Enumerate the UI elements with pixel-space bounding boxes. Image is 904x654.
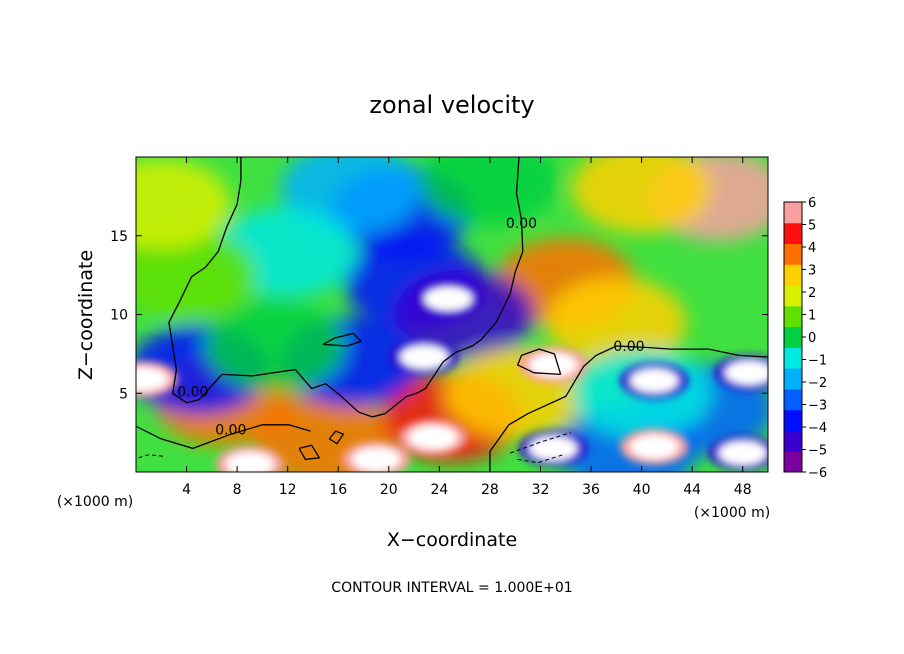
colorbar-label-9: −3 bbox=[808, 399, 827, 414]
saturated-region-2 bbox=[529, 352, 578, 377]
negative-contours bbox=[138, 432, 571, 464]
contour-label-3: 0.00 bbox=[613, 339, 644, 355]
saturated-regions bbox=[136, 280, 768, 472]
colorbar-swatch-10 bbox=[784, 243, 802, 265]
colorbar-swatch-3 bbox=[784, 388, 802, 411]
saturated-region-3 bbox=[630, 368, 679, 393]
colorbar-swatch-0 bbox=[784, 451, 802, 473]
colorbar-label-5: 1 bbox=[808, 309, 816, 324]
negative-contour-1 bbox=[517, 454, 564, 464]
saturated-region-4 bbox=[725, 360, 768, 385]
x-tick-label-10: 44 bbox=[683, 482, 701, 498]
colorbar-swatch-11 bbox=[784, 222, 802, 245]
x-tick-label-3: 16 bbox=[329, 482, 347, 498]
contour-labels: 0.00 0.00 0.00 0.00 bbox=[177, 216, 644, 438]
colorbar-label-1: 5 bbox=[808, 219, 816, 234]
zero-contours bbox=[136, 157, 768, 472]
saturated-region-1 bbox=[400, 345, 449, 370]
x-tick-label-5: 24 bbox=[430, 482, 448, 498]
y-tick-label-0: 5 bbox=[119, 386, 128, 402]
colorbar-swatch-2 bbox=[784, 409, 802, 431]
colorbar-label-12: −6 bbox=[808, 466, 827, 481]
x-axis-label: X−coordinate bbox=[387, 529, 517, 551]
x-unit-left: (×1000 m) bbox=[57, 494, 133, 510]
colorbar: 6 5 4 3 2 1 0 −1 −2 −3 −4 −5 −6 bbox=[783, 196, 827, 481]
zero-contour-1 bbox=[136, 424, 311, 450]
y-axis-ticks: 5 10 15 bbox=[110, 229, 768, 402]
saturated-region-6 bbox=[409, 425, 458, 450]
saturated-region-10 bbox=[718, 441, 767, 466]
x-unit-right: (×1000 m) bbox=[694, 505, 770, 521]
colorbar-swatch-1 bbox=[784, 430, 802, 452]
colorbar-swatch-8 bbox=[784, 285, 802, 307]
colorbar-label-0: 6 bbox=[808, 196, 816, 211]
x-tick-label-9: 40 bbox=[633, 482, 651, 498]
y-tick-label-2: 15 bbox=[110, 229, 128, 245]
chart-title: zonal velocity bbox=[369, 91, 534, 119]
colorbar-swatch-12 bbox=[784, 202, 802, 224]
x-tick-label-4: 20 bbox=[380, 482, 398, 498]
velocity-feature-2 bbox=[546, 277, 687, 368]
x-tick-label-8: 36 bbox=[582, 482, 600, 498]
colorbar-swatch-7 bbox=[784, 305, 802, 328]
colorbar-swatch-4 bbox=[784, 368, 802, 390]
zero-contour-2 bbox=[489, 345, 768, 472]
zero-contour-6 bbox=[322, 332, 363, 347]
saturated-region-7 bbox=[352, 447, 401, 472]
colorbar-swatch-9 bbox=[784, 264, 802, 286]
y-axis-label: Z−coordinate bbox=[75, 250, 97, 380]
contour-label-2: 0.00 bbox=[506, 216, 537, 232]
x-tick-label-2: 12 bbox=[279, 482, 297, 498]
saturated-region-11 bbox=[630, 434, 679, 459]
colorbar-label-7: −1 bbox=[808, 354, 827, 369]
plot-area: 0.000.000.000.00 4 8 12 16 20 24 28 32 36 40 44 48 … bbox=[110, 156, 769, 498]
colorbar-label-4: 2 bbox=[808, 286, 816, 301]
colorbar-label-6: 0 bbox=[808, 331, 816, 346]
velocity-feature-18 bbox=[419, 157, 560, 226]
x-tick-label-1: 8 bbox=[233, 482, 242, 498]
zero-contour-5 bbox=[328, 430, 345, 445]
zero-contour-4 bbox=[298, 444, 321, 461]
saturated-region-8 bbox=[225, 452, 274, 472]
x-tick-label-6: 28 bbox=[481, 482, 499, 498]
colorbar-label-2: 4 bbox=[808, 241, 816, 256]
colorbar-label-10: −4 bbox=[808, 421, 827, 436]
colorbar-swatch-6 bbox=[784, 326, 802, 348]
colorbar-label-11: −5 bbox=[808, 444, 827, 459]
x-tick-label-11: 48 bbox=[734, 482, 752, 498]
x-axis-ticks: 4 8 12 16 20 24 28 32 36 40 44 48 bbox=[182, 157, 752, 498]
y-tick-label-1: 10 bbox=[110, 308, 128, 324]
velocity-feature-17 bbox=[571, 157, 712, 234]
colorbar-swatch-5 bbox=[784, 347, 802, 369]
x-tick-label-7: 32 bbox=[532, 482, 550, 498]
saturated-region-0 bbox=[424, 286, 473, 311]
colorbar-label-3: 3 bbox=[808, 264, 816, 279]
colorbar-label-8: −2 bbox=[808, 376, 827, 391]
velocity-feature-16 bbox=[136, 159, 232, 250]
velocity-feature-19 bbox=[205, 301, 346, 391]
negative-contour-2 bbox=[138, 454, 164, 459]
colorbar-labels: 6 5 4 3 2 1 0 −1 −2 −3 −4 −5 −6 bbox=[802, 196, 827, 481]
velocity-feature-15 bbox=[136, 230, 257, 321]
zero-contour-3 bbox=[516, 348, 562, 376]
x-tick-label-0: 4 bbox=[182, 482, 191, 498]
saturated-region-9 bbox=[529, 436, 578, 461]
contour-label-1: 0.00 bbox=[215, 422, 246, 438]
contour-label-0: 0.00 bbox=[177, 385, 208, 401]
saturated-region-5 bbox=[136, 367, 168, 392]
zero-contour-0 bbox=[168, 157, 524, 418]
contour-interval-note: CONTOUR INTERVAL = 1.000E+01 bbox=[331, 580, 572, 596]
colorbar-swatches bbox=[784, 202, 802, 473]
